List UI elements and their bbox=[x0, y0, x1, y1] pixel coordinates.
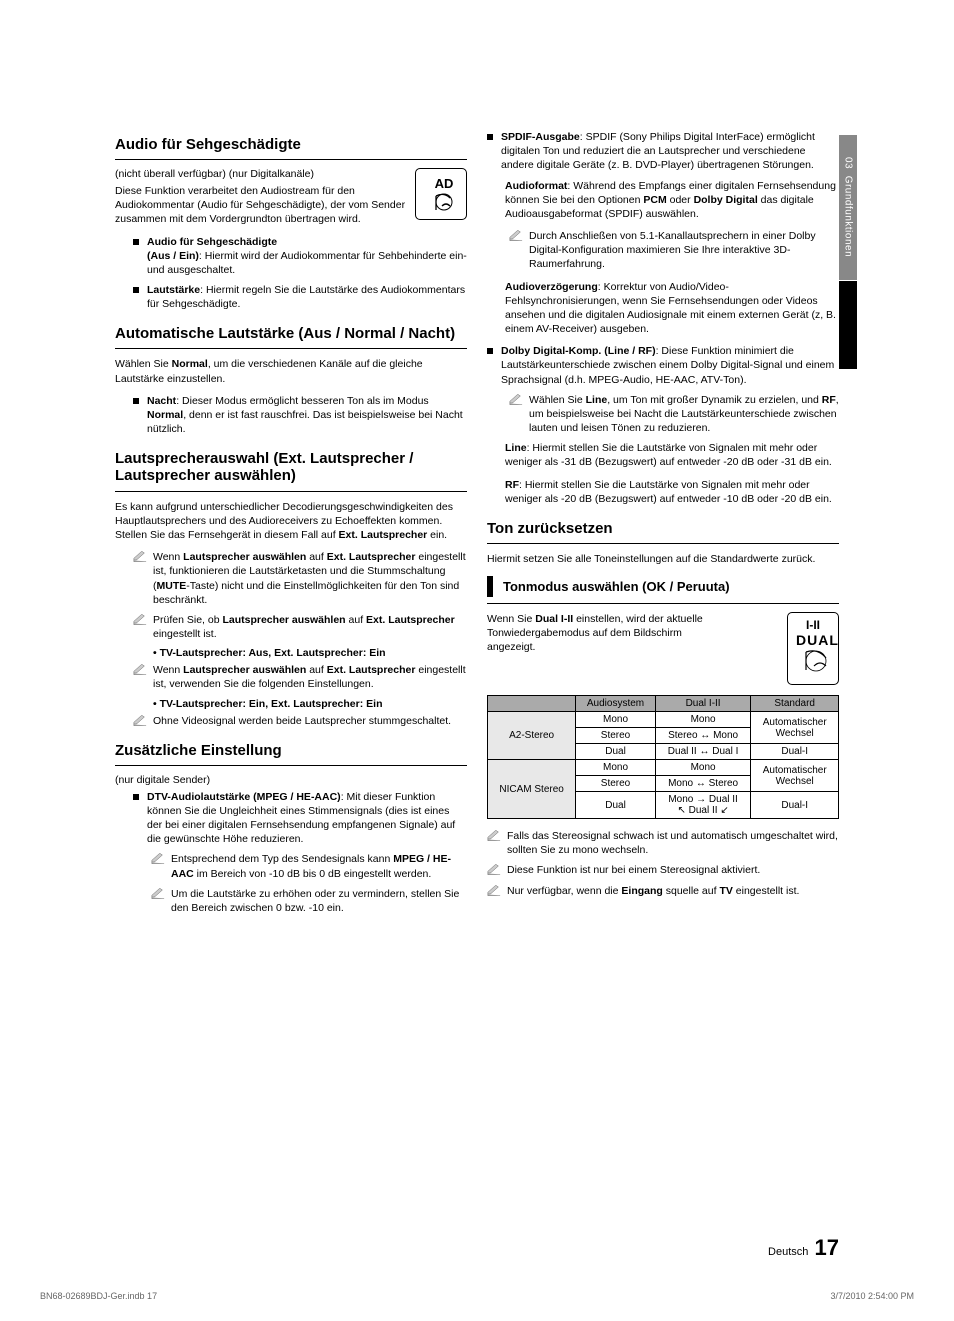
dual-icon: I-II DUAL bbox=[787, 612, 839, 685]
speaker-n3-sub: • TV-Lautsprecher: Ein, Ext. Lautspreche… bbox=[115, 698, 467, 710]
bullet-audio-seh: Audio für Sehgeschädigte(Aus / Ein): Hie… bbox=[115, 235, 467, 278]
table-group-nicam: NICAM Stereo bbox=[488, 760, 576, 819]
audioformat-desc: Audioformat: Während des Empfangs einer … bbox=[487, 179, 839, 222]
note-dtv-2: Um die Lautstärke zu erhöhen oder zu ver… bbox=[115, 887, 467, 915]
right-column: SPDIF-Ausgabe: SPDIF (Sony Philips Digit… bbox=[487, 130, 839, 921]
note-speaker-2: Prüfen Sie, ob Lautsprecher auswählen au… bbox=[115, 613, 467, 641]
audioverz-desc: Audioverzögerung: Korrektur von Audio/Vi… bbox=[487, 280, 839, 337]
line-desc: Line: Hiermit stellen Sie die Lautstärke… bbox=[487, 441, 839, 469]
bullet-spdif: SPDIF-Ausgabe: SPDIF (Sony Philips Digit… bbox=[487, 130, 839, 173]
autovol-desc: Wählen Sie Normal, um die verschiedenen … bbox=[115, 357, 467, 385]
note-speaker-4: Ohne Videosignal werden beide Lautsprech… bbox=[115, 714, 467, 728]
reset-desc: Hiermit setzen Sie alle Toneinstellungen… bbox=[487, 552, 839, 566]
speaker-n2-sub: • TV-Lautsprecher: Aus, Ext. Lautspreche… bbox=[115, 647, 467, 659]
reset-title: Ton zurücksetzen bbox=[487, 520, 839, 537]
note-dtv-1: Entsprechend dem Typ des Sendesignals ka… bbox=[115, 852, 467, 880]
note-icon bbox=[151, 888, 165, 899]
note-end-2: Diese Funktion ist nur bei einem Stereos… bbox=[487, 863, 839, 877]
note-icon bbox=[487, 864, 501, 875]
speaker-title: Lautsprecherauswahl (Ext. Lautsprecher /… bbox=[115, 450, 467, 485]
note-dolby: Wählen Sie Line, um Ton mit großer Dynam… bbox=[487, 393, 839, 436]
note-icon bbox=[509, 230, 523, 241]
note-icon bbox=[487, 885, 501, 896]
speaker-desc: Es kann aufgrund unterschiedlicher Decod… bbox=[115, 500, 467, 543]
bullet-dolby: Dolby Digital-Komp. (Line / RF): Diese F… bbox=[487, 344, 839, 387]
table-group-a2: A2-Stereo bbox=[488, 712, 576, 760]
page-footer: Deutsch 17 bbox=[0, 1235, 954, 1261]
autovol-title: Automatische Lautstärke (Aus / Normal / … bbox=[115, 325, 467, 342]
dual-table: Audiosystem Dual I-II Standard A2-Stereo… bbox=[487, 695, 839, 819]
note-icon bbox=[487, 830, 501, 841]
note-icon bbox=[151, 853, 165, 864]
note-speaker-1: Wenn Lautsprecher auswählen auf Ext. Lau… bbox=[115, 550, 467, 607]
left-column: Audio für Sehgeschädigte AD (nicht übera… bbox=[115, 130, 467, 921]
note-icon bbox=[133, 715, 147, 726]
note-icon bbox=[133, 614, 147, 625]
tonmodus-header: Tonmodus auswählen (OK / Peruuta) bbox=[487, 576, 839, 597]
note-audioformat: Durch Anschließen von 5.1-Kanallautsprec… bbox=[487, 229, 839, 272]
note-icon bbox=[133, 551, 147, 562]
note-speaker-3: Wenn Lautsprecher auswählen auf Ext. Lau… bbox=[115, 663, 467, 691]
bullet-nacht: Nacht: Dieser Modus ermöglicht besseren … bbox=[115, 394, 467, 437]
bullet-lautstaerke: Lautstärke: Hiermit regeln Sie die Lauts… bbox=[115, 283, 467, 311]
zusatz-title: Zusätzliche Einstellung bbox=[115, 742, 467, 759]
footer-meta: BN68-02689BDJ-Ger.indb 17 3/7/2010 2:54:… bbox=[0, 1291, 954, 1301]
audio-title: Audio für Sehgeschädigte bbox=[115, 136, 467, 153]
ad-icon: AD bbox=[415, 168, 467, 220]
note-end-3: Nur verfügbar, wenn die Eingang squelle … bbox=[487, 884, 839, 898]
note-end-1: Falls das Stereosignal schwach ist und a… bbox=[487, 829, 839, 857]
note-icon bbox=[133, 664, 147, 675]
svg-text:AD: AD bbox=[435, 176, 454, 191]
tonmodus-desc: Wenn Sie Dual I-II einstellen, wird der … bbox=[487, 612, 716, 655]
note-icon bbox=[509, 394, 523, 405]
zusatz-sub: (nur digitale Sender) bbox=[115, 774, 467, 786]
rf-desc: RF: Hiermit stellen Sie die Lautstärke v… bbox=[487, 478, 839, 506]
bullet-dtv: DTV-Audiolautstärke (MPEG / HE-AAC): Mit… bbox=[115, 790, 467, 847]
